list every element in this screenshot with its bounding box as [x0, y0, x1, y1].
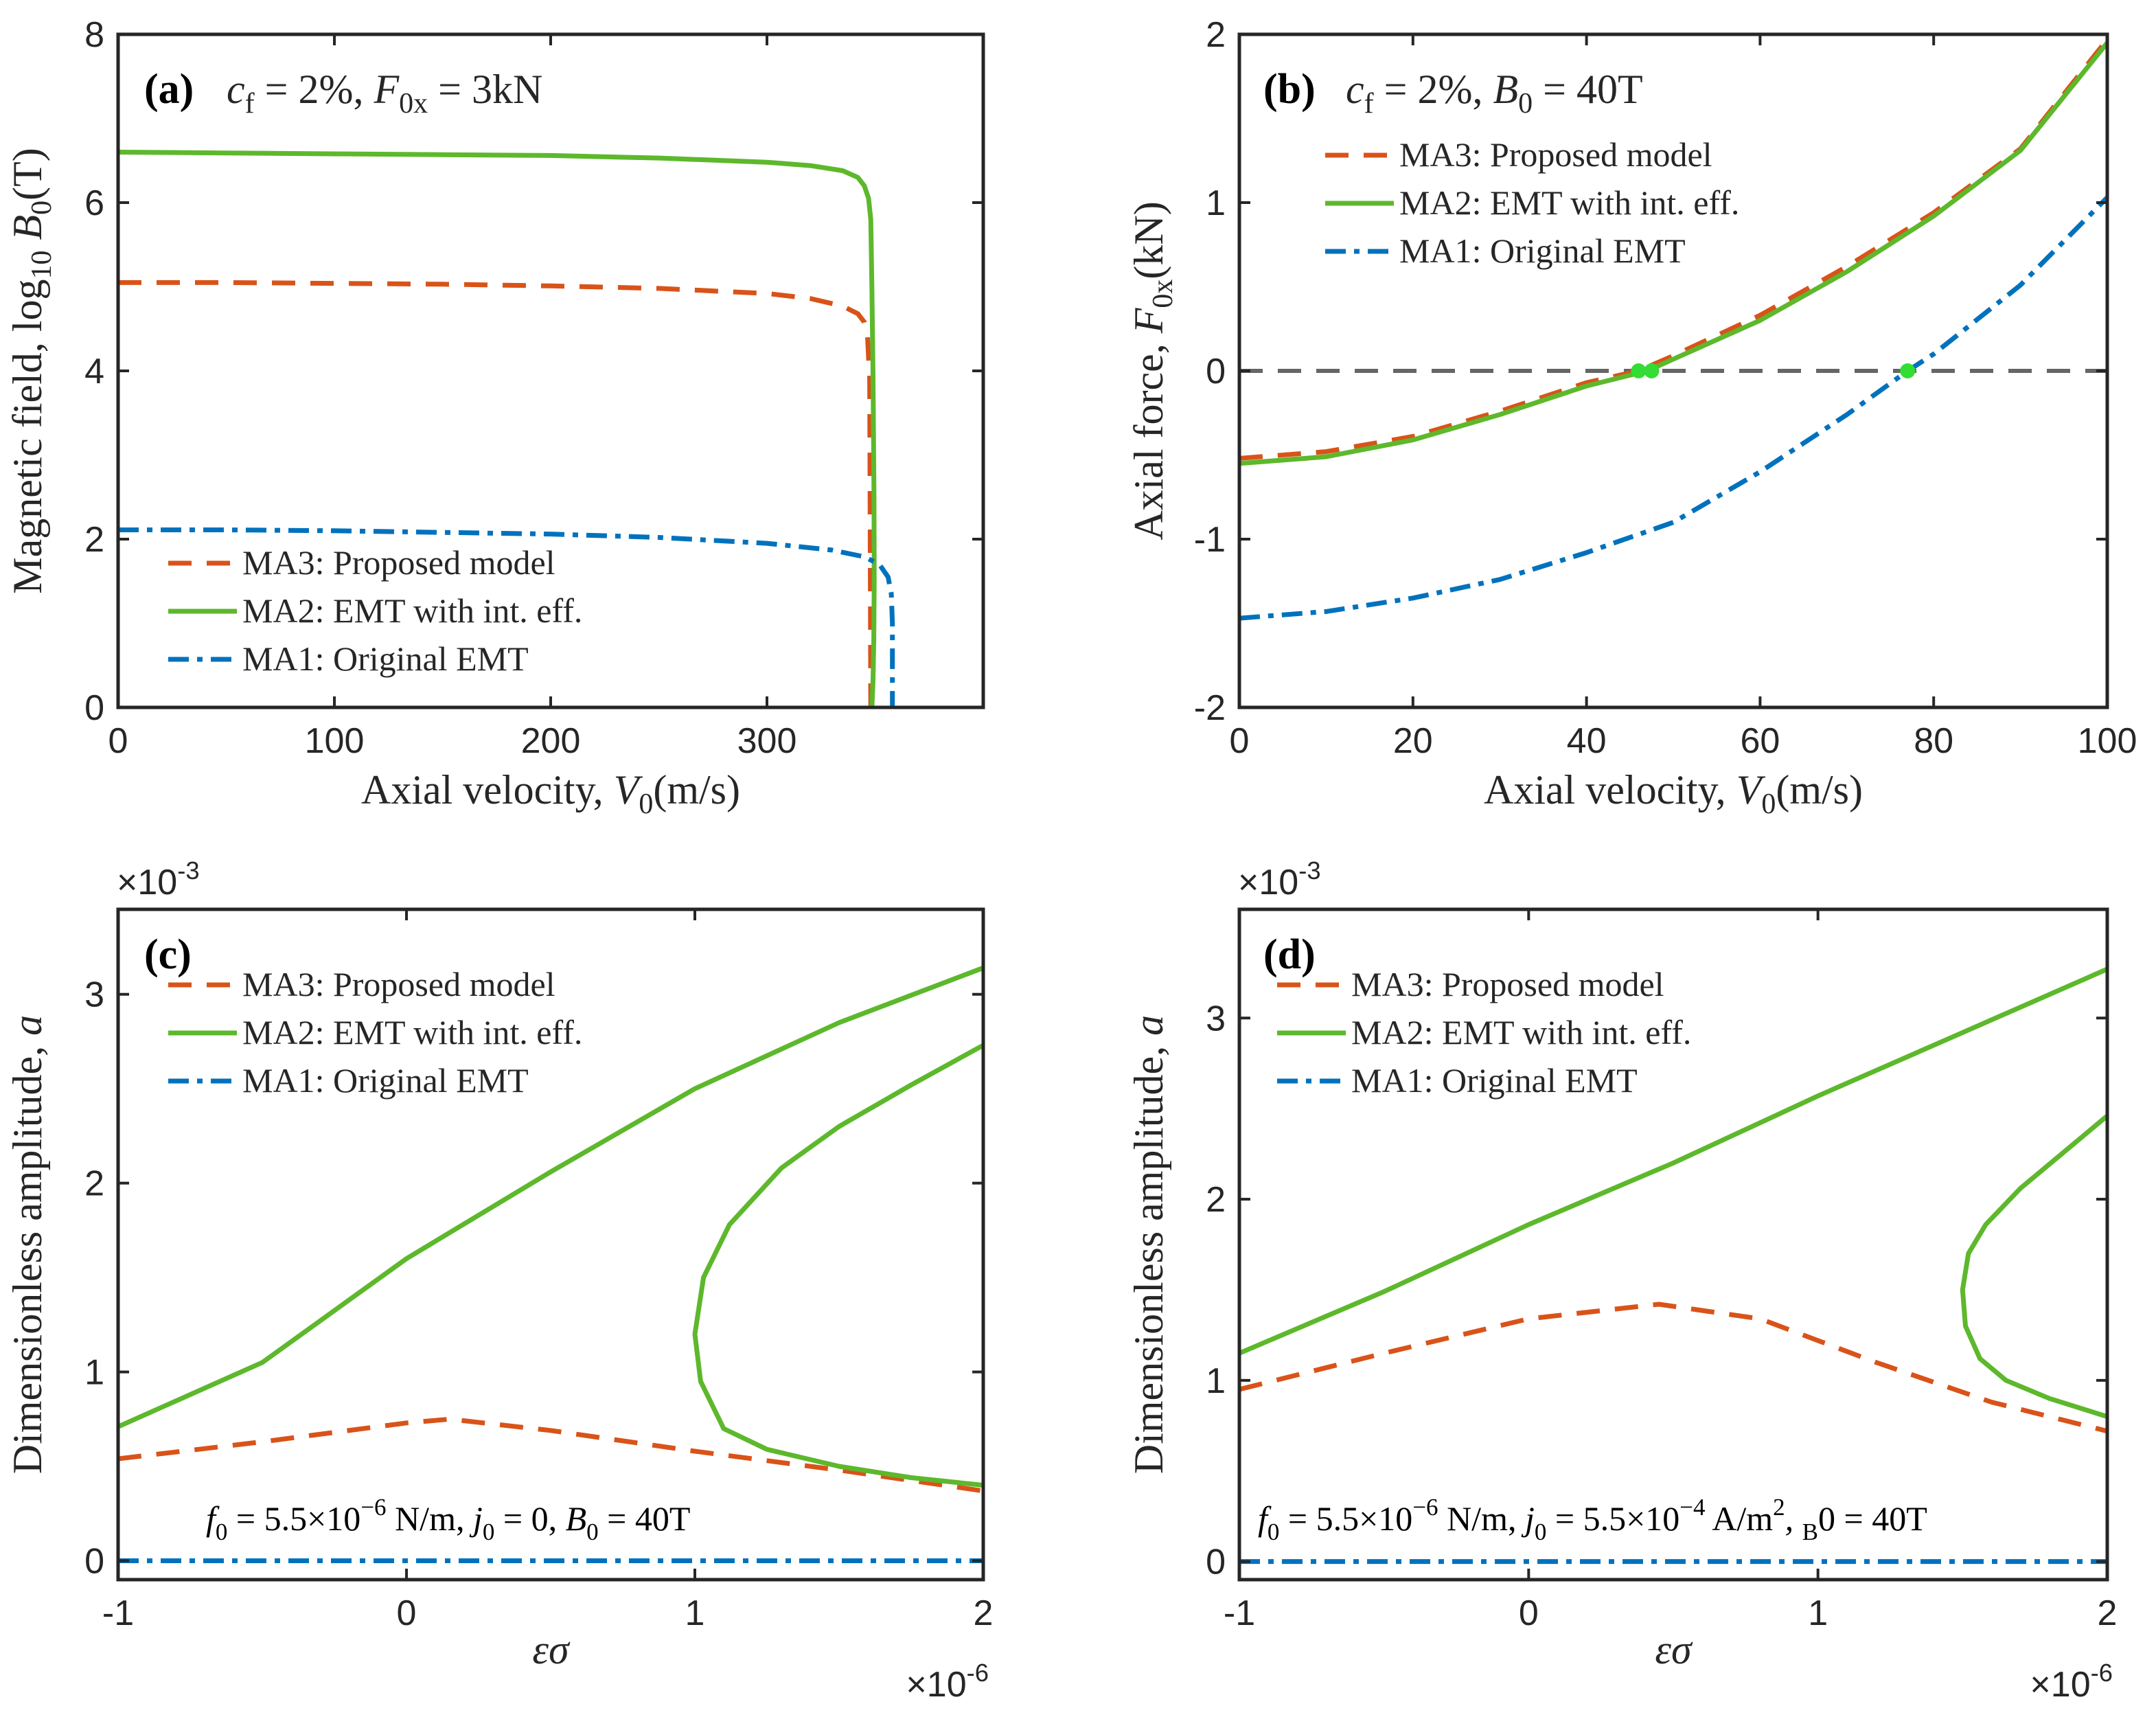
series-ma2-line: [1239, 41, 2107, 466]
x-tick-label: -1: [102, 1593, 134, 1633]
plot-area: [1239, 909, 2107, 1580]
y-axis-label: Dimensionless amplitude, a: [1126, 1015, 1171, 1474]
y-tick-label: 2: [84, 1164, 104, 1204]
y-axis-label: Axial force, F0x(kN): [1126, 201, 1179, 540]
x-tick-label: 100: [305, 721, 365, 761]
x-axis-label: Axial velocity, V0(m/s): [1484, 767, 1863, 820]
zero-crossing-marker-1: [1631, 363, 1647, 378]
zero-crossing-marker-3: [1900, 363, 1916, 378]
x-tick-label: 60: [1740, 721, 1780, 761]
series-ma1-line: [118, 527, 895, 707]
legend-label-ma2: MA2: EMT with int. eff.: [242, 591, 582, 630]
legend-label-ma1: MA1: Original EMT: [1399, 231, 1686, 270]
series-ma2-line: [118, 150, 877, 707]
legend-label-ma2: MA2: EMT with int. eff.: [1399, 183, 1739, 222]
y-tick-label: 1: [1206, 183, 1226, 223]
y-tick-label: 2: [84, 520, 104, 560]
x-tick-label: 100: [2078, 721, 2137, 761]
legend: MA3: Proposed model MA2: EMT with int. ef…: [168, 543, 582, 678]
y-tick-label: 1: [84, 1353, 104, 1393]
y-axis-label: Dimensionless amplitude, a: [5, 1015, 50, 1474]
panel-annotation: f0 = 5.5×10−6 N/m, j0 = 0, B0 = 40T: [206, 1494, 690, 1545]
x-tick-label: 40: [1567, 721, 1607, 761]
panel-tag: (c): [144, 931, 192, 978]
panel-b: 0 20 40 60 80 100 -2 -1 0 1 2 Axial velocity, V0(m/…: [1126, 15, 2137, 820]
y-tick-label: 0: [84, 1542, 104, 1582]
y-tick-label: 0: [84, 688, 104, 728]
x-tick-label: 0: [108, 721, 128, 761]
series-ma2-upper-line: [1239, 966, 2107, 1356]
legend: MA3: Proposed model MA2: EMT with int. ef…: [1277, 965, 1691, 1100]
panel-tag: (a): [144, 66, 194, 113]
panel-tag: (d): [1263, 931, 1316, 978]
x-axis-label: Axial velocity, V0(m/s): [361, 767, 740, 820]
legend: MA3: Proposed model MA2: EMT with int. ef…: [168, 965, 582, 1100]
legend-label-ma2: MA2: EMT with int. eff.: [1351, 1013, 1691, 1051]
series-ma3-line: [118, 280, 873, 707]
panel-annotation: f0 = 5.5×10−6 N/m, j0 = 5.5×10−4 A/m2, B…: [1258, 1494, 1927, 1545]
panel-c: -1 0 1 2 0 1 2 3 εσ Dimensionless amplitude, a ×10…: [5, 856, 993, 1705]
legend-label-ma3: MA3: Proposed model: [1399, 135, 1712, 174]
series-ma2-lower-line: [1960, 1114, 2107, 1419]
legend-label-ma1: MA1: Original EMT: [1351, 1061, 1638, 1100]
legend-label-ma1: MA1: Original EMT: [242, 639, 529, 678]
legend-label-ma3: MA3: Proposed model: [242, 965, 555, 1003]
y-tick-label: 2: [1206, 1180, 1226, 1220]
series-ma2-lower-line: [692, 1043, 983, 1488]
x-tick-label: 80: [1914, 721, 1953, 761]
plot-area: [118, 34, 983, 707]
y-tick-label: 6: [84, 183, 104, 223]
x-tick-label: 0: [1230, 721, 1250, 761]
y-tick-label: 3: [1206, 999, 1226, 1038]
x-tick-label: 2: [974, 1593, 994, 1633]
plot-area: [118, 909, 983, 1580]
y-tick-label: 0: [1206, 352, 1226, 391]
x-tick-label: 0: [1519, 1593, 1539, 1633]
x-tick-label: 300: [737, 721, 797, 761]
y-tick-label: -2: [1194, 688, 1226, 728]
axes-frame: [116, 907, 985, 1582]
series-ma3-line: [1239, 38, 2107, 461]
x-axis-label: εσ: [1655, 1627, 1693, 1672]
series-ma3-line: [1239, 1301, 2107, 1434]
x-axis-label: εσ: [532, 1627, 571, 1672]
y-tick-label: 4: [84, 352, 104, 391]
panel-tag: (b): [1263, 66, 1316, 113]
y-axis-multiplier: ×10-3: [1238, 856, 1321, 902]
x-tick-label: -1: [1224, 1593, 1255, 1633]
y-tick-label: 0: [1206, 1543, 1226, 1582]
series-ma2-upper-line: [118, 965, 983, 1429]
series-ma1-line: [1239, 196, 2107, 621]
y-tick-label: 8: [84, 15, 104, 55]
x-tick-label: 0: [397, 1593, 417, 1633]
series-ma3-line: [118, 1416, 983, 1494]
legend-label-ma1: MA1: Original EMT: [242, 1061, 529, 1100]
x-tick-label: 20: [1393, 721, 1433, 761]
legend-label-ma3: MA3: Proposed model: [242, 543, 555, 582]
x-axis-multiplier: ×10-6: [906, 1659, 989, 1705]
axes-frame: [1237, 907, 2109, 1582]
legend-label-ma3: MA3: Proposed model: [1351, 965, 1664, 1003]
zero-crossing-marker-2: [1644, 363, 1660, 378]
y-axis-multiplier: ×10-3: [117, 856, 200, 902]
legend-label-ma2: MA2: EMT with int. eff.: [242, 1013, 582, 1051]
y-tick-label: -1: [1194, 520, 1226, 560]
y-axis-label: Magnetic field, log10 B0(T): [5, 148, 58, 593]
x-tick-label: 1: [1808, 1593, 1828, 1633]
y-tick-label: 2: [1206, 15, 1226, 55]
x-tick-label: 1: [685, 1593, 705, 1633]
panel-annotation: cf = 2%, B0 = 40T: [1346, 67, 1643, 120]
panel-a: 0 100 200 300 0 2 4 6 8 Axial velocity, V0(m/s) Ma…: [5, 15, 985, 820]
panel-d: -1 0 1 2 0 1 2 3 εσ Dimensionless amplitude, a ×10…: [1126, 856, 2117, 1705]
x-axis-multiplier: ×10-6: [2030, 1659, 2113, 1705]
x-tick-label: 200: [521, 721, 581, 761]
x-tick-label: 2: [2098, 1593, 2118, 1633]
y-tick-label: 1: [1206, 1361, 1226, 1401]
y-tick-label: 3: [84, 975, 104, 1015]
legend: MA3: Proposed model MA2: EMT with int. ef…: [1325, 135, 1739, 270]
panel-annotation: cf = 2%, F0x = 3kN: [227, 67, 542, 120]
